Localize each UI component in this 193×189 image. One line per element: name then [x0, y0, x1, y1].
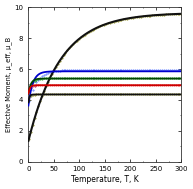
X-axis label: Temperature, T, K: Temperature, T, K	[71, 175, 139, 184]
Y-axis label: Effective Moment, μ_eff, μ_B: Effective Moment, μ_eff, μ_B	[5, 37, 12, 132]
